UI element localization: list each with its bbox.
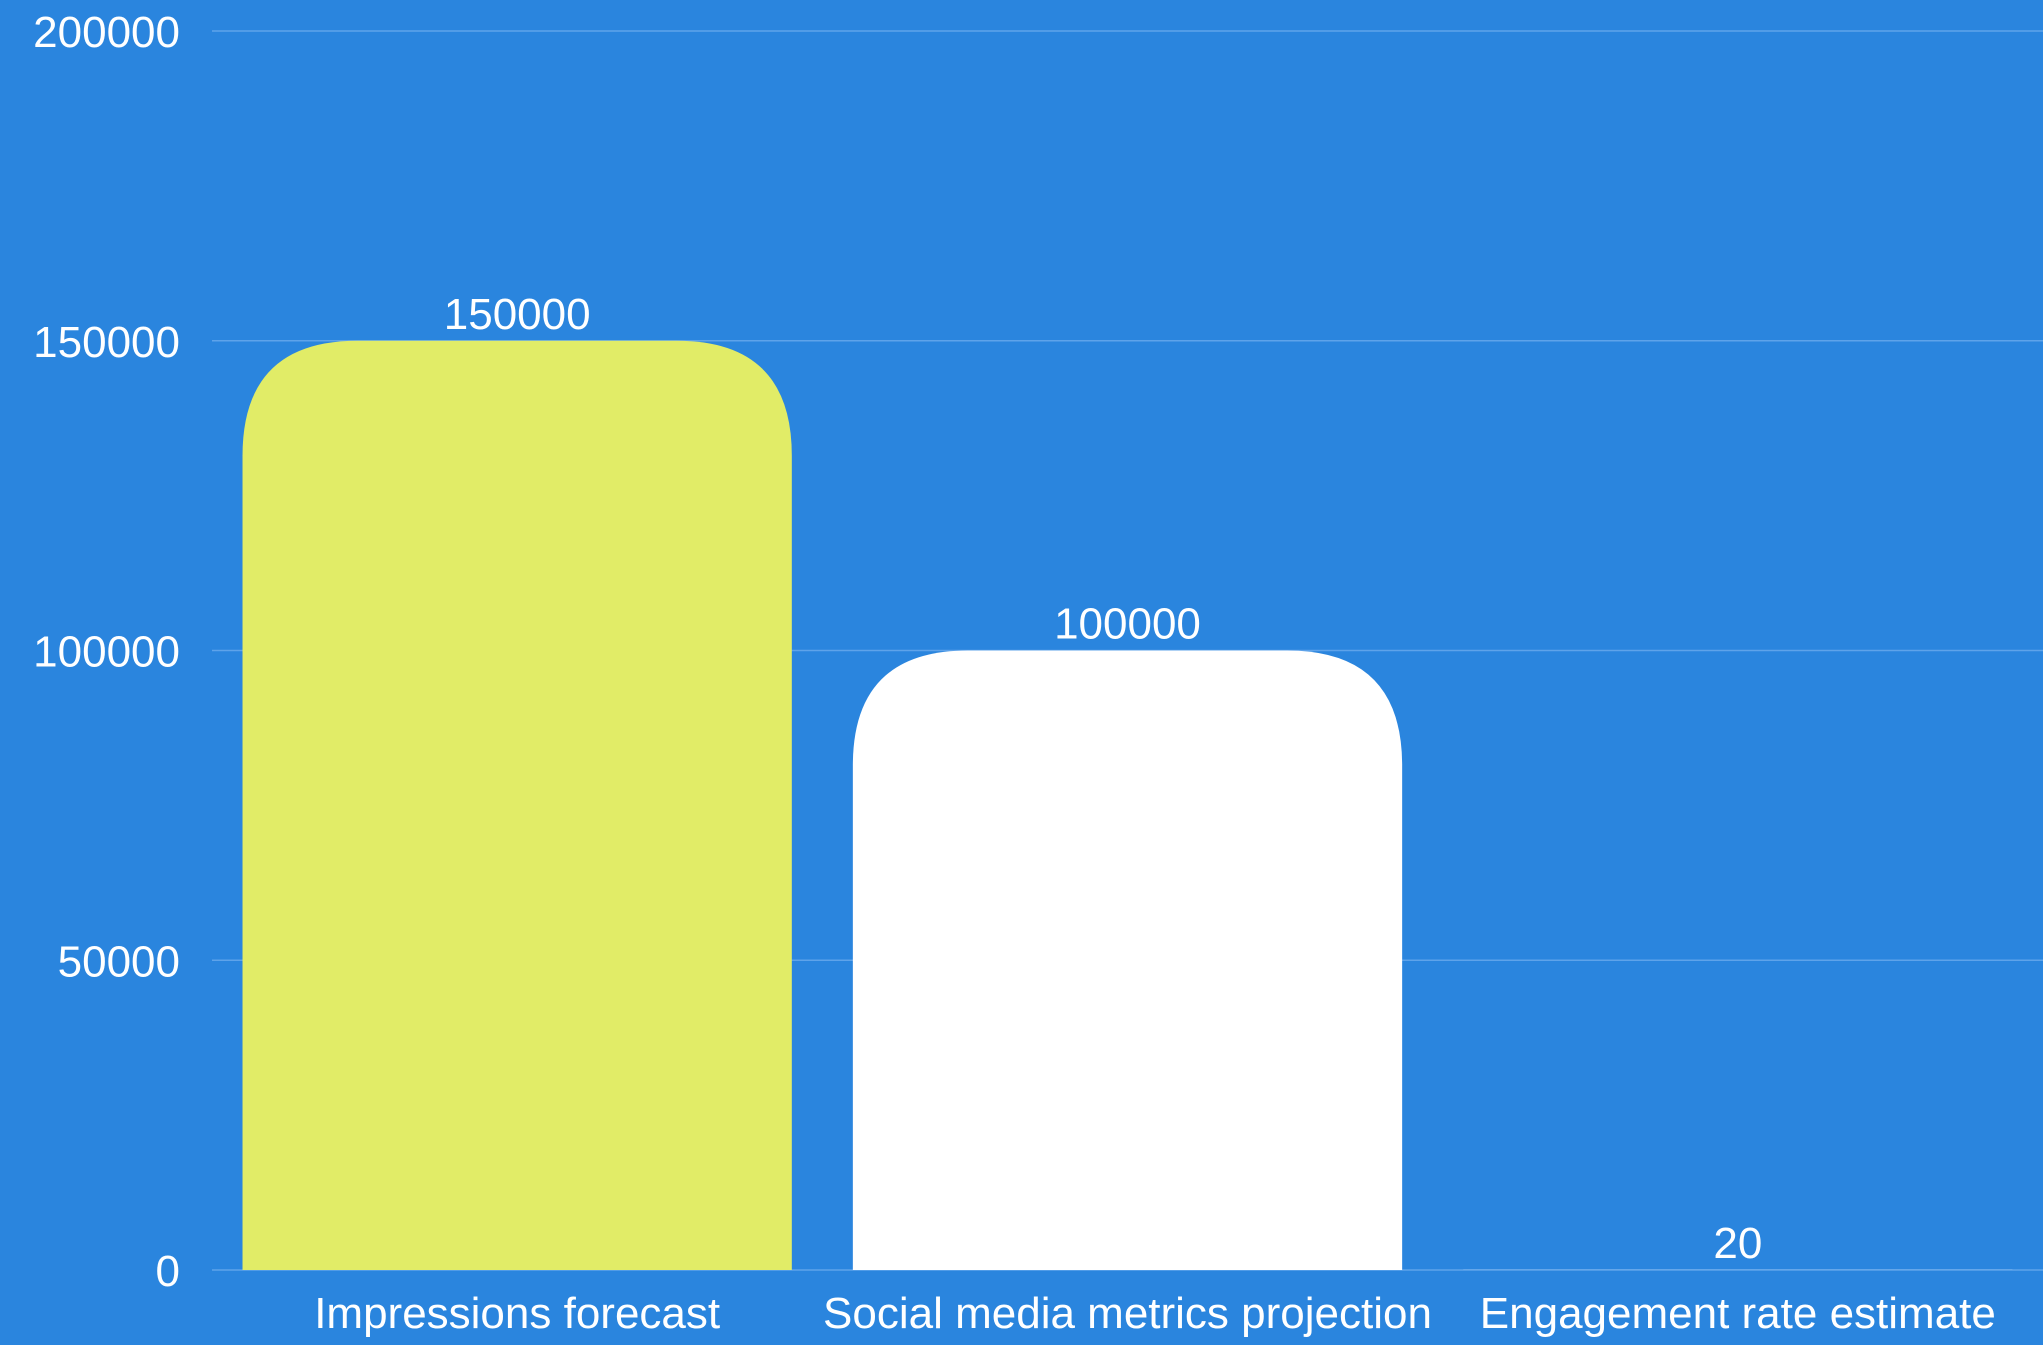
y-axis-tick-labels: 0 50000 100000 150000 200000 — [33, 8, 180, 1296]
x-category-label-3: Engagement rate estimate — [1480, 1289, 1996, 1338]
bars — [243, 341, 2013, 1270]
y-tick-label-0: 0 — [156, 1247, 180, 1296]
data-label-3: 20 — [1713, 1219, 1762, 1268]
y-tick-label-3: 150000 — [33, 318, 180, 367]
data-label-1: 150000 — [444, 290, 591, 339]
data-label-2: 100000 — [1054, 600, 1201, 649]
y-tick-label-4: 200000 — [33, 8, 180, 57]
x-category-label-2: Social media metrics projection — [823, 1289, 1432, 1338]
y-tick-label-1: 50000 — [58, 937, 180, 986]
x-category-label-1: Impressions forecast — [314, 1289, 720, 1338]
bar-2 — [853, 651, 1402, 1271]
bar-1 — [243, 341, 792, 1270]
x-axis-category-labels: Impressions forecast Social media metrics… — [314, 1289, 1996, 1338]
y-tick-label-2: 100000 — [33, 628, 180, 677]
